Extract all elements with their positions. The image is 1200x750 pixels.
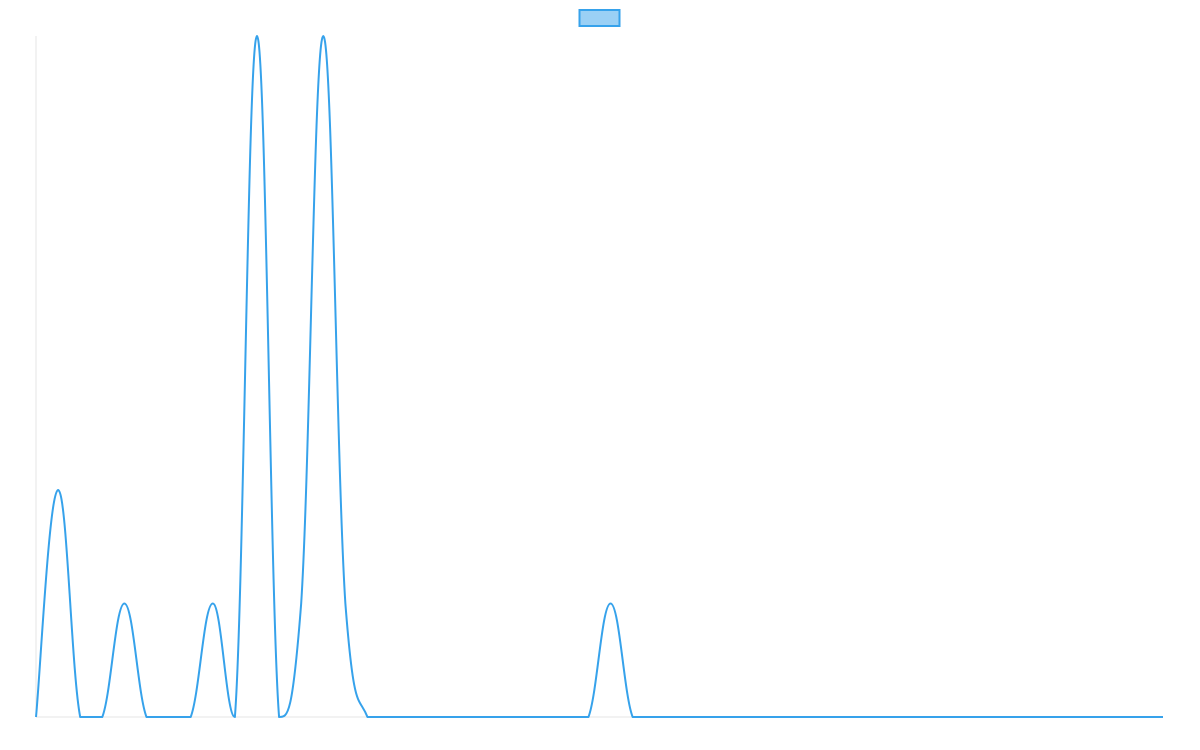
series-layer <box>35 35 1163 719</box>
legend[interactable] <box>578 9 621 27</box>
legend-swatch-0[interactable] <box>578 9 621 27</box>
series-line-0 <box>35 35 1163 719</box>
